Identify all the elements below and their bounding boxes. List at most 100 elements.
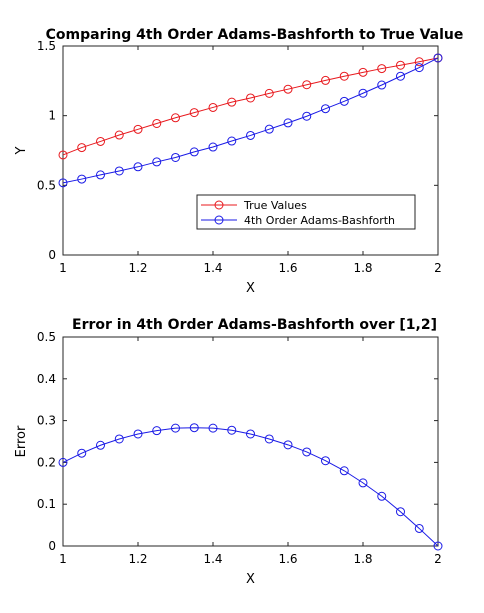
data-point — [77, 174, 87, 184]
data-point — [264, 88, 274, 98]
legend: True Values 4th Order Adams-Bashforth — [196, 194, 416, 230]
data-point — [227, 425, 237, 435]
data-point — [321, 456, 330, 466]
data-point — [189, 108, 199, 118]
series-line — [62, 427, 439, 547]
data-point — [264, 434, 274, 444]
data-point — [171, 113, 180, 123]
data-point — [414, 57, 424, 67]
data-point — [171, 423, 180, 433]
data-point — [339, 96, 349, 106]
legend-label: 4th Order Adams-Bashforth — [244, 214, 395, 227]
data-point — [77, 448, 87, 458]
data-point — [358, 478, 368, 488]
data-point — [339, 466, 349, 476]
series-line — [62, 57, 439, 156]
data-point — [339, 71, 349, 81]
data-point — [396, 507, 405, 517]
data-point — [114, 434, 124, 444]
data-point — [302, 447, 312, 457]
data-point — [302, 80, 312, 90]
data-point — [414, 523, 424, 533]
y-tick-label: 1.5 — [37, 39, 56, 53]
data-point — [264, 124, 274, 134]
chart-1: Comparing 4th Order Adams-Bashforth to T… — [14, 27, 463, 296]
y-tick-label: 0.3 — [37, 414, 56, 428]
x-tick-label: 1.8 — [353, 261, 372, 275]
data-point — [96, 170, 105, 180]
data-point — [227, 136, 237, 146]
series-1 — [58, 53, 443, 160]
chart-2: Error in 4th Order Adams-Bashforth over … — [14, 317, 443, 587]
legend-box — [196, 194, 416, 230]
data-point — [58, 457, 68, 467]
x-tick-label: 1.6 — [278, 261, 297, 275]
y-tick-label: 0.5 — [37, 330, 56, 344]
x-tick-label: 1 — [59, 552, 67, 566]
data-point — [377, 64, 387, 74]
data-point — [114, 130, 124, 140]
series-2 — [58, 53, 443, 188]
y-tick-label: 0.2 — [37, 455, 56, 469]
y-axis-label: Y — [14, 146, 29, 155]
x-tick-label: 2 — [434, 261, 442, 275]
data-point — [208, 102, 218, 112]
x-axis-label: X — [246, 281, 255, 296]
data-point — [189, 423, 199, 433]
data-point — [189, 147, 199, 157]
x-tick-label: 1.4 — [203, 552, 222, 566]
x-axis-label: X — [246, 572, 255, 587]
chart-title: Comparing 4th Order Adams-Bashforth to T… — [46, 27, 464, 43]
data-point — [246, 130, 255, 140]
legend-label: True Values — [243, 199, 307, 212]
y-tick-label: 1 — [48, 109, 56, 123]
x-tick-label: 1.2 — [128, 552, 147, 566]
data-point — [321, 104, 330, 114]
data-point — [396, 71, 405, 81]
y-tick-label: 0 — [48, 248, 56, 262]
data-point — [77, 143, 87, 153]
data-point — [227, 97, 237, 107]
series-line — [62, 57, 439, 184]
data-point — [171, 152, 180, 162]
x-tick-label: 1 — [59, 261, 67, 275]
x-tick-label: 1.2 — [128, 261, 147, 275]
y-tick-label: 0 — [48, 539, 56, 553]
data-point — [283, 84, 293, 94]
data-point — [133, 429, 143, 439]
data-point — [246, 93, 255, 103]
data-point — [358, 67, 368, 77]
data-point — [283, 118, 293, 128]
chart-title: Error in 4th Order Adams-Bashforth over … — [72, 317, 437, 333]
data-point — [302, 111, 312, 121]
data-point — [58, 178, 68, 188]
data-point — [377, 80, 387, 90]
legend-entry-1: True Values — [201, 199, 307, 212]
y-tick-label: 0.1 — [37, 497, 56, 511]
data-point — [152, 157, 162, 167]
data-point — [377, 491, 387, 501]
data-point — [283, 440, 293, 450]
legend-marker — [214, 200, 224, 210]
data-point — [433, 53, 443, 63]
y-tick-label: 0.4 — [37, 372, 56, 386]
plot-area-frame — [62, 336, 439, 547]
x-tick-label: 2 — [434, 552, 442, 566]
x-tick-label: 1.4 — [203, 261, 222, 275]
data-point — [58, 150, 68, 160]
data-point — [246, 429, 255, 439]
data-point — [414, 63, 424, 73]
data-point — [321, 75, 330, 85]
data-point — [133, 124, 143, 134]
data-point — [358, 88, 368, 98]
data-point — [152, 118, 162, 128]
data-point — [133, 162, 143, 172]
x-tick-label: 1.6 — [278, 552, 297, 566]
data-point — [208, 423, 218, 433]
data-point — [96, 440, 105, 450]
x-tick-label: 1.8 — [353, 552, 372, 566]
data-point — [208, 142, 218, 152]
series-1 — [58, 423, 443, 551]
data-point — [114, 166, 124, 176]
